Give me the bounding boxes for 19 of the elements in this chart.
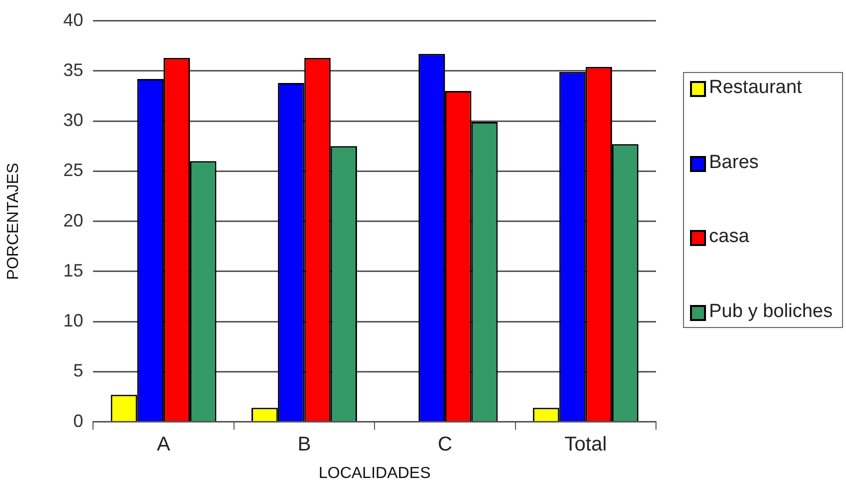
y-tick-label: 25: [63, 160, 84, 180]
y-tick-label: 20: [63, 210, 84, 230]
y-axis-title: PORCENTAJES: [5, 162, 22, 280]
x-tick-label: B: [298, 433, 311, 456]
legend-label: Bares: [709, 152, 759, 174]
x-tick-label: Total: [564, 433, 607, 456]
y-tick-label: 10: [63, 310, 84, 331]
y-tick-label: 0: [73, 410, 84, 431]
x-tick-label: A: [156, 433, 171, 456]
legend-label: Restaurant: [709, 77, 802, 99]
x-axis-title: LOCALIDADES: [318, 464, 431, 482]
y-tick-label: 35: [63, 60, 84, 80]
y-tick-label: 5: [73, 360, 84, 381]
x-tick-label: C: [438, 433, 452, 456]
legend-label: Pub y boliches: [709, 300, 833, 323]
y-tick-label: 40: [63, 10, 84, 30]
legend-label: casa: [709, 226, 750, 248]
y-tick-label: 30: [63, 110, 84, 130]
y-tick-label: 15: [63, 260, 84, 280]
